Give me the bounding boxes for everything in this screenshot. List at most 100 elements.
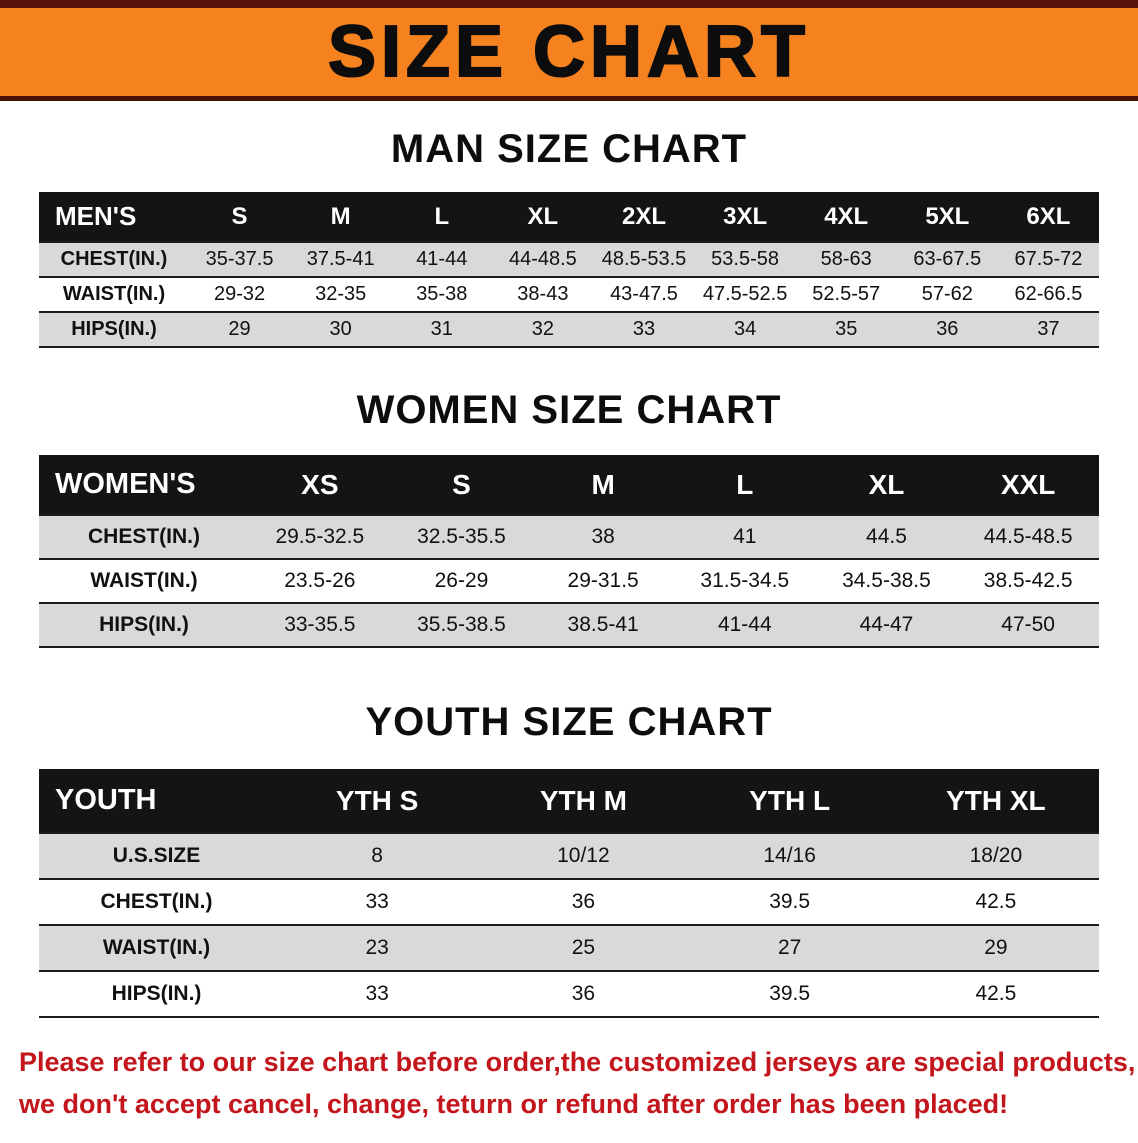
size-value-cell: 38-43 (492, 276, 594, 313)
size-value-cell: 44.5-48.5 (957, 514, 1099, 560)
size-column-header: 6XL (997, 192, 1099, 242)
size-value-cell: 32-35 (290, 276, 392, 313)
size-column-header: 3XL (694, 192, 796, 242)
size-value-cell: 26-29 (390, 558, 533, 604)
table-row: HIPS(IN.) 33 36 39.5 42.5 (39, 970, 1099, 1018)
size-value-cell: 23 (274, 924, 481, 972)
size-column-header: 2XL (593, 192, 695, 242)
row-label: CHEST(IN.) (39, 514, 249, 560)
size-value-cell: 33-35.5 (249, 602, 391, 648)
size-value-cell: 41 (673, 514, 816, 560)
table-row: CHEST(IN.) 35-37.5 37.5-41 41-44 44-48.5 48.5… (39, 241, 1099, 278)
size-column-header: YTH L (686, 769, 893, 833)
size-column-header: M (290, 192, 392, 242)
size-value-cell: 62-66.5 (997, 276, 1099, 313)
women-section-heading: WOMEN SIZE CHART (356, 388, 782, 432)
size-column-header: XL (815, 455, 958, 515)
women-size-section: WOMEN SIZE CHART WOMEN'S XS S M L XL XXL CHEST(… (0, 388, 1138, 648)
size-value-cell: 43-47.5 (593, 276, 695, 313)
size-value-cell: 35-37.5 (189, 241, 291, 278)
size-value-cell: 41-44 (391, 241, 493, 278)
table-header-row: YOUTH YTH S YTH M YTH L YTH XL (39, 769, 1099, 833)
table-row: HIPS(IN.) 29 30 31 32 33 34 35 36 37 (39, 311, 1099, 348)
size-value-cell: 29-32 (189, 276, 291, 313)
size-value-cell: 47-50 (957, 602, 1099, 648)
order-notice: Please refer to our size chart before or… (19, 1044, 1136, 1143)
size-value-cell: 42.5 (892, 970, 1099, 1018)
order-notice-line-1: Please refer to our size chart before or… (19, 1047, 1136, 1077)
youth-size-section: YOUTH SIZE CHART YOUTH YTH S YTH M YTH L YTH… (0, 700, 1138, 1018)
size-column-header: L (391, 192, 493, 242)
size-value-cell: 33 (274, 970, 481, 1018)
size-value-cell: 34 (694, 311, 796, 348)
table-header-row: MEN'S S M L XL 2XL 3XL 4XL 5XL 6XL (39, 192, 1099, 242)
row-label: HIPS(IN.) (39, 311, 189, 348)
size-column-header: XXL (957, 455, 1099, 515)
men-section-heading: MAN SIZE CHART (390, 127, 748, 171)
size-value-cell: 29.5-32.5 (249, 514, 391, 560)
size-value-cell: 42.5 (892, 878, 1099, 926)
size-value-cell: 25 (480, 924, 687, 972)
size-value-cell: 10/12 (480, 832, 687, 880)
men-size-table: MEN'S S M L XL 2XL 3XL 4XL 5XL 6XL CHEST(IN.) 35-37… (39, 192, 1099, 348)
size-column-header: S (189, 192, 291, 242)
size-value-cell: 29 (892, 924, 1099, 972)
size-column-header: YTH M (480, 769, 687, 833)
men-size-section: MAN SIZE CHART MEN'S S M L XL 2XL 3XL 4XL 5XL 6XL… (0, 127, 1138, 348)
size-value-cell: 38.5-42.5 (957, 558, 1099, 604)
size-value-cell: 32 (492, 311, 594, 348)
size-value-cell: 63-67.5 (896, 241, 998, 278)
size-value-cell: 38 (532, 514, 674, 560)
row-label: CHEST(IN.) (39, 878, 274, 926)
size-value-cell: 39.5 (686, 970, 893, 1018)
size-value-cell: 53.5-58 (694, 241, 796, 278)
size-value-cell: 35.5-38.5 (390, 602, 533, 648)
table-corner-label: MEN'S (39, 192, 189, 242)
table-row: WAIST(IN.) 23.5-26 26-29 29-31.5 31.5-34.5 34… (39, 558, 1099, 604)
size-value-cell: 44.5 (815, 514, 958, 560)
size-value-cell: 14/16 (686, 832, 893, 880)
size-column-header: XL (492, 192, 594, 242)
size-value-cell: 36 (896, 311, 998, 348)
size-value-cell: 23.5-26 (249, 558, 391, 604)
size-value-cell: 52.5-57 (795, 276, 897, 313)
size-value-cell: 30 (290, 311, 392, 348)
table-row: CHEST(IN.) 33 36 39.5 42.5 (39, 878, 1099, 926)
size-value-cell: 67.5-72 (997, 241, 1099, 278)
table-row: HIPS(IN.) 33-35.5 35.5-38.5 38.5-41 41-44 44-… (39, 602, 1099, 648)
size-value-cell: 29 (189, 311, 291, 348)
size-value-cell: 41-44 (673, 602, 816, 648)
size-value-cell: 35 (795, 311, 897, 348)
size-value-cell: 57-62 (896, 276, 998, 313)
size-value-cell: 34.5-38.5 (815, 558, 958, 604)
table-corner-label: YOUTH (39, 769, 274, 833)
size-column-header: S (390, 455, 533, 515)
row-label: HIPS(IN.) (39, 602, 249, 648)
row-label: U.S.SIZE (39, 832, 274, 880)
table-row: WAIST(IN.) 29-32 32-35 35-38 38-43 43-47.5 47.… (39, 276, 1099, 313)
size-value-cell: 47.5-52.5 (694, 276, 796, 313)
size-column-header: M (532, 455, 674, 515)
size-value-cell: 44-48.5 (492, 241, 594, 278)
size-value-cell: 36 (480, 970, 687, 1018)
order-notice-line-2: we don't accept cancel, change, teturn o… (19, 1089, 1009, 1120)
size-value-cell: 44-47 (815, 602, 958, 648)
table-row: WAIST(IN.) 23 25 27 29 (39, 924, 1099, 972)
size-value-cell: 36 (480, 878, 687, 926)
size-column-header: 4XL (795, 192, 897, 242)
size-value-cell: 27 (686, 924, 893, 972)
size-value-cell: 31.5-34.5 (673, 558, 816, 604)
size-value-cell: 32.5-35.5 (390, 514, 533, 560)
size-value-cell: 31 (391, 311, 493, 348)
row-label: WAIST(IN.) (39, 924, 274, 972)
table-row: U.S.SIZE 8 10/12 14/16 18/20 (39, 832, 1099, 880)
size-value-cell: 58-63 (795, 241, 897, 278)
size-value-cell: 38.5-41 (532, 602, 674, 648)
table-header-row: WOMEN'S XS S M L XL XXL (39, 455, 1099, 515)
banner-title: SIZE CHART (327, 12, 810, 92)
size-value-cell: 39.5 (686, 878, 893, 926)
row-label: WAIST(IN.) (39, 558, 249, 604)
row-label: CHEST(IN.) (39, 241, 189, 278)
size-column-header: XS (249, 455, 391, 515)
